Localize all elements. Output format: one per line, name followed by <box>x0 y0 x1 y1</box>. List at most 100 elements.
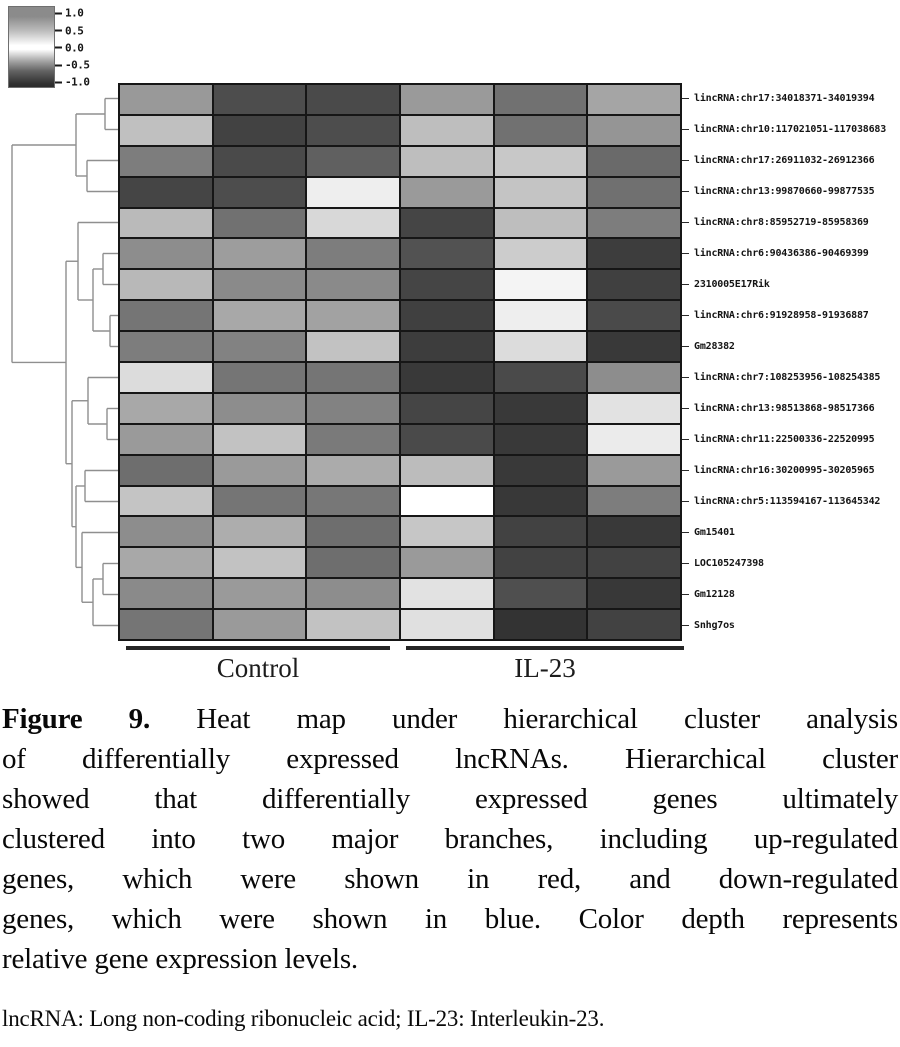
row-label-text: lincRNA:chr8:85952719-85958369 <box>694 217 869 228</box>
heatmap-cell <box>307 85 399 114</box>
heatmap-cell <box>588 548 680 578</box>
row-label: lincRNA:chr16:30200995-30205965 <box>682 455 875 486</box>
row-tick-mark <box>682 345 689 348</box>
heatmap-cell <box>588 610 680 639</box>
legend-tick-value: 0.0 <box>65 41 84 55</box>
row-tick-mark <box>682 469 689 472</box>
row-tick-mark <box>682 252 689 255</box>
row-label: lincRNA:chr13:99870660-99877535 <box>682 176 875 207</box>
heatmap-cell <box>213 455 306 485</box>
heatmap-cell <box>494 424 587 454</box>
heatmap-cell <box>588 270 680 300</box>
row-tick-mark <box>682 438 689 441</box>
heatmap-cell <box>494 393 587 423</box>
row-label: lincRNA:chr6:90436386-90469399 <box>682 238 869 269</box>
heatmap-cell <box>588 208 680 238</box>
heatmap-cell <box>213 146 306 176</box>
row-label-text: lincRNA:chr11:22500336-22520995 <box>694 434 875 445</box>
heatmap-cell <box>588 115 680 145</box>
heatmap-cell <box>307 548 399 578</box>
row-label: lincRNA:chr17:26911032-26912366 <box>682 145 875 176</box>
row-label-text: lincRNA:chr13:99870660-99877535 <box>694 186 875 197</box>
heatmap-cell <box>120 455 212 485</box>
heatmap-cell <box>400 486 493 516</box>
row-label: 2310005E17Rik <box>682 269 770 300</box>
heatmap-cell <box>120 486 212 516</box>
legend-tick-value: 1.0 <box>65 6 84 20</box>
heatmap-cell <box>494 208 587 238</box>
row-label: lincRNA:chr17:34018371-34019394 <box>682 83 875 114</box>
heatmap-cell <box>400 610 493 639</box>
heatmap-cell <box>213 424 306 454</box>
figure-footnote: lncRNA: Long non-coding ribonucleic acid… <box>2 1006 605 1031</box>
heatmap-cell <box>307 363 399 392</box>
heatmap-cell <box>588 455 680 485</box>
heatmap-cell <box>120 393 212 423</box>
heatmap-cell <box>307 208 399 238</box>
heatmap <box>118 83 682 641</box>
row-label: Gm12128 <box>682 579 735 610</box>
heatmap-cell <box>120 579 212 609</box>
heatmap-cell <box>494 115 587 145</box>
row-tick-mark <box>682 531 689 534</box>
row-label: lincRNA:chr8:85952719-85958369 <box>682 207 869 238</box>
heatmap-cell <box>307 393 399 423</box>
heatmap-cell <box>400 146 493 176</box>
il23-group-underline <box>406 646 684 650</box>
heatmap-cell <box>120 301 212 331</box>
legend-tick-value: -1.0 <box>65 75 90 89</box>
heatmap-cell <box>120 177 212 207</box>
heatmap-cell <box>494 610 587 639</box>
heatmap-cell <box>400 579 493 609</box>
heatmap-cell <box>588 239 680 269</box>
heatmap-cell <box>588 146 680 176</box>
heatmap-cell <box>213 239 306 269</box>
heatmap-cell <box>213 301 306 331</box>
heatmap-cell <box>213 208 306 238</box>
heatmap-cell <box>213 579 306 609</box>
row-label-text: lincRNA:chr5:113594167-113645342 <box>694 496 881 507</box>
row-label: Gm28382 <box>682 331 735 362</box>
row-label-text: lincRNA:chr7:108253956-108254385 <box>694 372 881 383</box>
legend-tick-mark <box>55 46 62 49</box>
heatmap-cell <box>400 332 493 361</box>
heatmap-cell <box>494 85 587 114</box>
heatmap-cell <box>400 270 493 300</box>
heatmap-cell <box>588 486 680 516</box>
heatmap-cell <box>307 579 399 609</box>
row-label-text: lincRNA:chr17:34018371-34019394 <box>694 93 875 104</box>
figure-caption: Figure 9. Heat map under hierarchical cl… <box>2 699 898 979</box>
heatmap-cell <box>307 239 399 269</box>
row-label: Gm15401 <box>682 517 735 548</box>
row-label-text: Snhg7os <box>694 620 735 631</box>
legend-tick: 0.0 <box>55 41 84 55</box>
row-tick-mark <box>682 221 689 224</box>
heatmap-cell <box>307 455 399 485</box>
legend-tick: -0.5 <box>55 59 90 72</box>
row-tick-mark <box>682 314 689 317</box>
legend-tick-mark <box>55 64 62 67</box>
heatmap-cell <box>120 517 212 547</box>
heatmap-cell <box>307 270 399 300</box>
caption-line: relative gene expression levels. <box>2 943 358 975</box>
figure-number-label: Figure 9. <box>2 703 151 735</box>
row-tick-mark <box>682 283 689 286</box>
row-tick-mark <box>682 190 689 193</box>
heatmap-cell <box>494 301 587 331</box>
heatmap-cell <box>120 363 212 392</box>
heatmap-cell <box>400 393 493 423</box>
control-group-underline <box>126 646 390 650</box>
caption-line: showed that differentially expressed gen… <box>2 783 898 815</box>
heatmap-cell <box>213 517 306 547</box>
heatmap-cell <box>588 424 680 454</box>
heatmap-cell <box>588 579 680 609</box>
heatmap-cell <box>494 332 587 361</box>
heatmap-cell <box>400 424 493 454</box>
heatmap-cell <box>120 239 212 269</box>
heatmap-cell <box>120 270 212 300</box>
heatmap-cell <box>120 610 212 639</box>
heatmap-cell <box>400 208 493 238</box>
heatmap-cell <box>213 393 306 423</box>
row-label: lincRNA:chr13:98513868-98517366 <box>682 393 875 424</box>
heatmap-cell <box>588 177 680 207</box>
